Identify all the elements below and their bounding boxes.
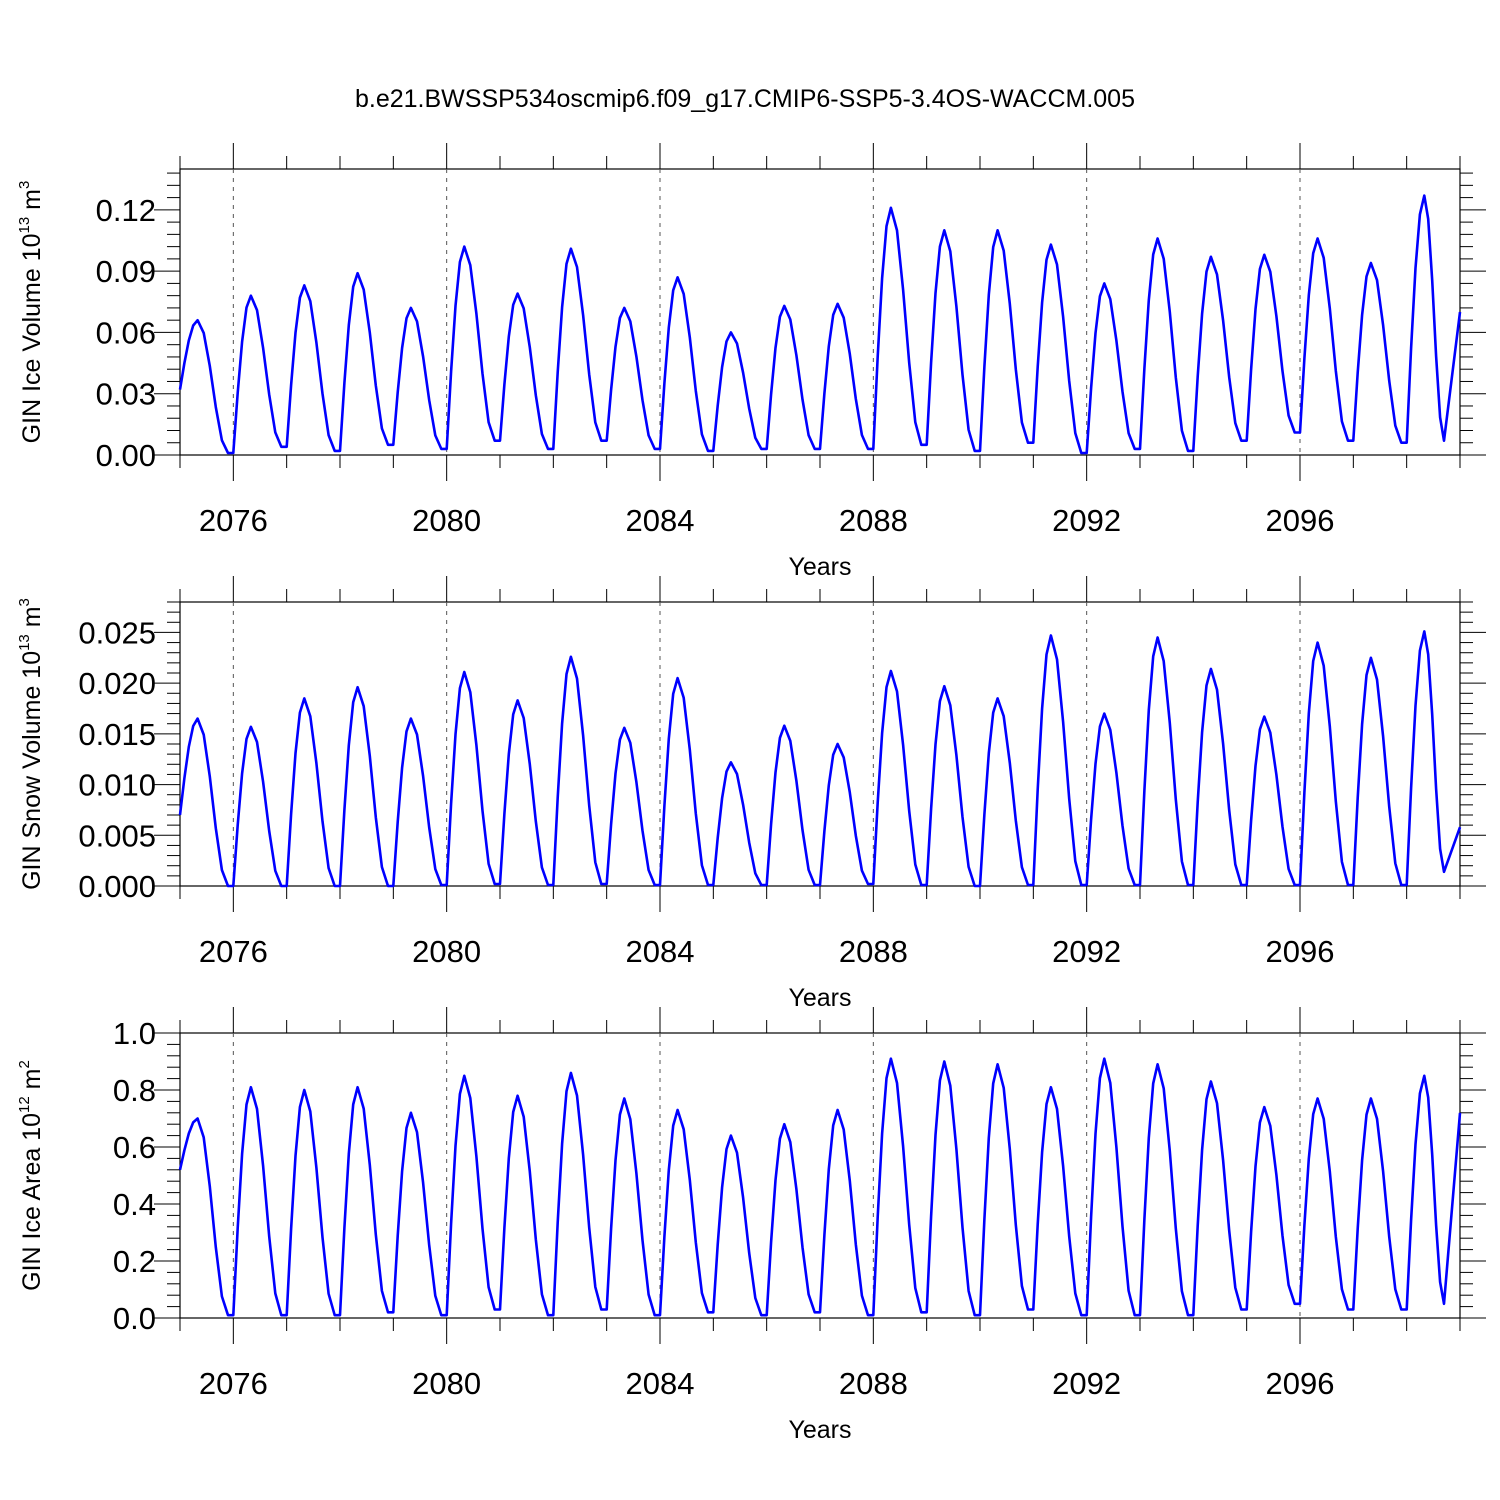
x-tick-label: 2088	[839, 1366, 908, 1401]
y-tick-label: 0.005	[78, 818, 156, 853]
x-tick-label: 2092	[1052, 503, 1121, 538]
x-tick-label: 2088	[839, 934, 908, 969]
y-axis-label-text: m	[18, 1069, 46, 1097]
y-axis-label-exponent: 13	[16, 217, 33, 234]
y-tick-label: 0.12	[96, 193, 156, 228]
y-tick-label: 0.0	[113, 1301, 156, 1336]
x-axis-label: Years	[788, 1416, 851, 1444]
y-tick-label: 0.000	[78, 869, 156, 904]
x-tick-label: 2092	[1052, 934, 1121, 969]
x-tick-label: 2084	[626, 1366, 695, 1401]
x-tick-label: 2096	[1266, 934, 1335, 969]
y-tick-label: 0.00	[96, 438, 156, 473]
y-tick-label: 0.06	[96, 315, 156, 350]
y-tick-label: 0.09	[96, 254, 156, 289]
y-tick-label: 0.010	[78, 768, 156, 803]
x-axis-label: Years	[788, 553, 851, 581]
x-tick-label: 2080	[412, 503, 481, 538]
y-tick-label: 0.025	[78, 615, 156, 650]
y-axis-label-exponent: 2	[16, 1060, 33, 1068]
data-series-line	[178, 194, 1462, 455]
y-tick-label: 0.03	[96, 377, 156, 412]
x-tick-label: 2080	[412, 934, 481, 969]
x-tick-label: 2096	[1266, 503, 1335, 538]
y-tick-label: 0.015	[78, 717, 156, 752]
y-axis-label-text: GIN Ice Volume 10	[18, 233, 46, 443]
y-axis-label-exponent: 12	[16, 1096, 33, 1113]
ice-volume-panel: 2076 2080 2084 2088 2092 2096 Years 0.00 0.03 0.0…	[16, 143, 1486, 581]
x-tick-label: 2076	[199, 1366, 268, 1401]
y-axis-label: GIN Snow Volume 1013 m3	[16, 598, 46, 890]
y-axis-label-exponent: 13	[16, 634, 33, 651]
y-axis-label-text: m	[18, 606, 46, 634]
plot-frame	[179, 168, 1461, 456]
x-tick-label: 2096	[1266, 1366, 1335, 1401]
y-tick-label: 0.8	[113, 1073, 156, 1108]
data-series-line	[178, 1057, 1462, 1317]
y-axis-label: GIN Ice Area 1012 m2	[16, 1060, 46, 1291]
x-tick-label: 2088	[839, 503, 908, 538]
data-series-line	[178, 630, 1462, 888]
y-tick-label: 0.4	[113, 1187, 156, 1222]
x-tick-label: 2076	[199, 934, 268, 969]
ice-area-panel: 2076 2080 2084 2088 2092 2096 Years 0.0 0.2 0.4 0.…	[16, 1007, 1486, 1444]
x-tick-label: 2092	[1052, 1366, 1121, 1401]
x-tick-label: 2076	[199, 503, 268, 538]
y-tick-label: 0.6	[113, 1130, 156, 1165]
y-axis-label-exponent: 3	[16, 598, 33, 606]
x-axis-label: Years	[788, 984, 851, 1012]
y-axis-label-text: m	[18, 189, 46, 217]
y-tick-label: 0.020	[78, 666, 156, 701]
x-tick-label: 2084	[626, 934, 695, 969]
y-axis-label-text: GIN Snow Volume 10	[18, 651, 46, 890]
y-tick-label: 1.0	[113, 1016, 156, 1051]
plot-frame	[179, 601, 1461, 887]
y-axis-label-text: GIN Ice Area 10	[18, 1113, 46, 1291]
x-tick-label: 2084	[626, 503, 695, 538]
y-axis-label-exponent: 3	[16, 181, 33, 189]
x-tick-label: 2080	[412, 1366, 481, 1401]
y-axis-label: GIN Ice Volume 1013 m3	[16, 181, 46, 444]
figure-title: b.e21.BWSSP534oscmip6.f09_g17.CMIP6-SSP5…	[355, 85, 1135, 113]
y-tick-label: 0.2	[113, 1244, 156, 1279]
snow-volume-panel: 2076 2080 2084 2088 2092 2096 Years 0.000 0.005 0…	[16, 576, 1486, 1012]
